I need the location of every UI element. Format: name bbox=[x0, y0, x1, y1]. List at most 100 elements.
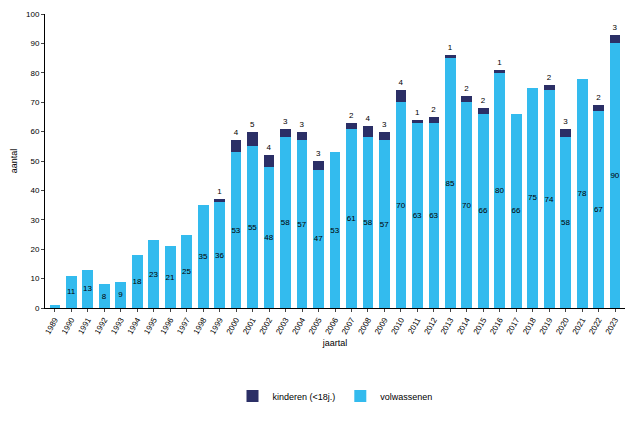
svg-text:58: 58 bbox=[363, 218, 372, 227]
svg-text:70: 70 bbox=[396, 201, 405, 210]
svg-text:80: 80 bbox=[30, 69, 39, 78]
svg-text:1995: 1995 bbox=[142, 316, 159, 336]
svg-text:3: 3 bbox=[300, 120, 305, 129]
svg-text:20: 20 bbox=[30, 245, 39, 254]
svg-text:2015: 2015 bbox=[472, 316, 489, 336]
svg-text:9: 9 bbox=[118, 290, 123, 299]
svg-text:40: 40 bbox=[30, 186, 39, 195]
svg-text:2013: 2013 bbox=[439, 316, 456, 336]
svg-text:2010: 2010 bbox=[389, 316, 406, 336]
svg-text:3: 3 bbox=[316, 149, 321, 158]
svg-text:2: 2 bbox=[596, 93, 601, 102]
svg-text:3: 3 bbox=[283, 117, 288, 126]
svg-text:1989: 1989 bbox=[43, 316, 60, 336]
svg-text:1993: 1993 bbox=[109, 316, 126, 336]
svg-text:36: 36 bbox=[215, 251, 224, 260]
svg-text:61: 61 bbox=[347, 214, 356, 223]
svg-text:74: 74 bbox=[544, 195, 553, 204]
svg-text:60: 60 bbox=[30, 127, 39, 136]
svg-text:66: 66 bbox=[479, 206, 488, 215]
svg-text:2008: 2008 bbox=[356, 316, 373, 336]
svg-text:63: 63 bbox=[413, 211, 422, 220]
svg-text:4: 4 bbox=[398, 78, 403, 87]
svg-text:2: 2 bbox=[481, 96, 486, 105]
svg-text:kinderen (<18j.): kinderen (<18j.) bbox=[273, 392, 336, 402]
svg-text:1991: 1991 bbox=[76, 316, 93, 336]
svg-text:75: 75 bbox=[528, 193, 537, 202]
svg-text:63: 63 bbox=[429, 211, 438, 220]
svg-text:1: 1 bbox=[448, 43, 453, 52]
svg-text:21: 21 bbox=[166, 273, 175, 282]
svg-text:4: 4 bbox=[234, 128, 239, 137]
svg-text:volwassenen: volwassenen bbox=[380, 392, 432, 402]
svg-text:2011: 2011 bbox=[406, 316, 423, 336]
svg-text:1999: 1999 bbox=[208, 316, 225, 336]
svg-text:2012: 2012 bbox=[422, 316, 439, 336]
svg-text:2023: 2023 bbox=[604, 316, 621, 336]
svg-text:58: 58 bbox=[281, 218, 290, 227]
svg-text:25: 25 bbox=[182, 267, 191, 276]
svg-text:2: 2 bbox=[349, 111, 354, 120]
svg-text:66: 66 bbox=[512, 206, 521, 215]
svg-text:2: 2 bbox=[547, 73, 552, 82]
svg-text:1997: 1997 bbox=[175, 316, 192, 336]
svg-text:100: 100 bbox=[26, 10, 40, 19]
svg-text:18: 18 bbox=[133, 277, 142, 286]
svg-text:2: 2 bbox=[464, 84, 469, 93]
svg-text:58: 58 bbox=[561, 218, 570, 227]
svg-text:2009: 2009 bbox=[373, 316, 390, 336]
svg-text:1990: 1990 bbox=[60, 316, 77, 336]
svg-text:23: 23 bbox=[149, 270, 158, 279]
svg-text:2003: 2003 bbox=[274, 316, 291, 336]
svg-text:90: 90 bbox=[30, 39, 39, 48]
svg-text:57: 57 bbox=[380, 220, 389, 229]
svg-text:2022: 2022 bbox=[587, 316, 604, 336]
svg-text:0: 0 bbox=[35, 304, 40, 313]
svg-text:1: 1 bbox=[415, 108, 420, 117]
svg-text:50: 50 bbox=[30, 157, 39, 166]
svg-text:2000: 2000 bbox=[225, 316, 242, 336]
svg-text:2014: 2014 bbox=[455, 316, 472, 336]
svg-text:57: 57 bbox=[297, 220, 306, 229]
svg-text:1998: 1998 bbox=[192, 316, 209, 336]
svg-text:2020: 2020 bbox=[554, 316, 571, 336]
svg-text:78: 78 bbox=[577, 189, 586, 198]
svg-text:1992: 1992 bbox=[93, 316, 110, 336]
svg-text:47: 47 bbox=[314, 234, 323, 243]
svg-text:11: 11 bbox=[67, 287, 76, 296]
svg-text:2: 2 bbox=[431, 105, 436, 114]
svg-text:80: 80 bbox=[495, 186, 504, 195]
svg-text:35: 35 bbox=[198, 252, 207, 261]
svg-text:1994: 1994 bbox=[126, 316, 143, 336]
svg-text:2004: 2004 bbox=[291, 316, 308, 336]
svg-text:48: 48 bbox=[264, 233, 273, 242]
svg-text:53: 53 bbox=[231, 226, 240, 235]
svg-text:1996: 1996 bbox=[159, 316, 176, 336]
svg-text:8: 8 bbox=[102, 292, 107, 301]
svg-text:3: 3 bbox=[382, 120, 387, 129]
svg-text:3: 3 bbox=[563, 117, 568, 126]
svg-text:55: 55 bbox=[248, 223, 257, 232]
svg-text:3: 3 bbox=[613, 23, 618, 32]
svg-text:70: 70 bbox=[462, 201, 471, 210]
svg-text:2007: 2007 bbox=[340, 316, 357, 336]
svg-text:70: 70 bbox=[30, 98, 39, 107]
svg-text:10: 10 bbox=[30, 274, 39, 283]
svg-text:2019: 2019 bbox=[538, 316, 555, 336]
svg-text:jaartal: jaartal bbox=[322, 338, 348, 348]
svg-text:1: 1 bbox=[497, 58, 502, 67]
svg-text:4: 4 bbox=[267, 143, 272, 152]
svg-text:13: 13 bbox=[83, 284, 92, 293]
svg-text:53: 53 bbox=[330, 226, 339, 235]
svg-text:4: 4 bbox=[365, 114, 370, 123]
svg-text:30: 30 bbox=[30, 216, 39, 225]
svg-text:2002: 2002 bbox=[258, 316, 275, 336]
svg-text:90: 90 bbox=[610, 171, 619, 180]
svg-text:2006: 2006 bbox=[324, 316, 341, 336]
svg-text:1: 1 bbox=[217, 187, 222, 196]
svg-text:5: 5 bbox=[250, 120, 255, 129]
svg-text:2018: 2018 bbox=[521, 316, 538, 336]
svg-text:85: 85 bbox=[446, 179, 455, 188]
svg-text:2021: 2021 bbox=[571, 316, 588, 336]
svg-text:2016: 2016 bbox=[488, 316, 505, 336]
